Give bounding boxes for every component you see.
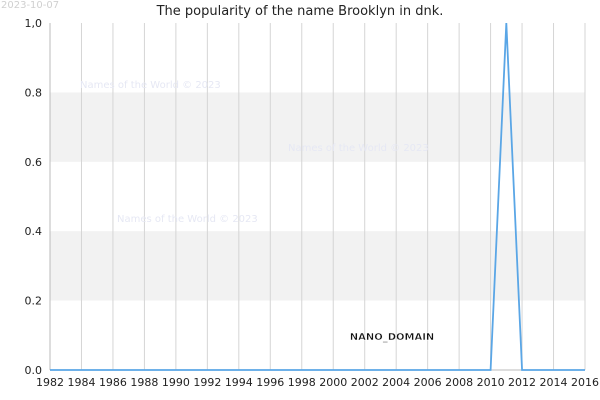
y-tick-label-1: 0.2 xyxy=(25,295,43,308)
x-tick-label-2016: 2016 xyxy=(571,376,599,389)
y-tick-label-5: 1,0 xyxy=(25,17,43,30)
x-tick-label-1988: 1988 xyxy=(130,376,158,389)
x-tick-label-1998: 1998 xyxy=(288,376,316,389)
x-tick-labels: 1982 1984 1986 1988 1990 1992 1994 1996 1998 2000… xyxy=(36,376,599,389)
date-stamp: 2023-10-07 xyxy=(1,0,59,11)
watermark-2: Names of the World © 2023 xyxy=(288,143,429,154)
x-tick-label-1984: 1984 xyxy=(67,376,95,389)
x-tick-label-1982: 1982 xyxy=(36,376,64,389)
series-lines xyxy=(50,22,585,371)
chart-title: The popularity of the name Brooklyn in d… xyxy=(156,4,444,19)
y-tick-label-3: 0.6 xyxy=(25,156,43,169)
x-tick-label-2006: 2006 xyxy=(414,376,442,389)
background-bands xyxy=(50,92,585,301)
watermark-3: Names of the World © 2023 xyxy=(117,214,258,225)
x-tick-label-1994: 1994 xyxy=(225,376,253,389)
band-1 xyxy=(50,231,585,301)
watermark-1: Names of the World © 2023 xyxy=(80,80,221,91)
x-tick-label-1990: 1990 xyxy=(162,376,190,389)
vertical-gridlines xyxy=(49,23,586,370)
x-tick-label-2004: 2004 xyxy=(382,376,410,389)
x-tick-label-2000: 2000 xyxy=(319,376,347,389)
domain-label: NANO_DOMAIN xyxy=(350,332,435,343)
x-tick-label-1986: 1986 xyxy=(99,376,127,389)
y-tick-label-0: 0.0 xyxy=(25,364,43,377)
y-tick-labels: 0.0 0.2 0.4 0.6 0.8 1,0 xyxy=(25,17,43,377)
y-tick-label-2: 0.4 xyxy=(25,225,43,238)
x-tick-label-2014: 2014 xyxy=(540,376,568,389)
x-tick-label-2010: 2010 xyxy=(477,376,505,389)
y-tick-label-4: 0.8 xyxy=(25,86,43,99)
series-line-0 xyxy=(50,22,585,371)
x-tick-label-1996: 1996 xyxy=(256,376,284,389)
x-tick-label-1992: 1992 xyxy=(193,376,221,389)
x-tick-label-2012: 2012 xyxy=(508,376,536,389)
band-3 xyxy=(50,92,585,162)
x-tick-label-2008: 2008 xyxy=(445,376,473,389)
x-tick-label-2002: 2002 xyxy=(351,376,379,389)
